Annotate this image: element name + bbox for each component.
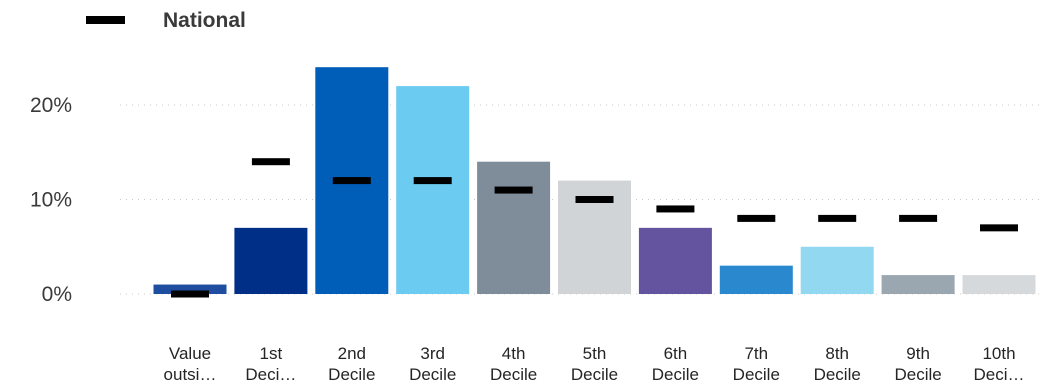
x-tick-label: 4th Decile	[490, 344, 537, 384]
bar[interactable]	[153, 284, 227, 294]
bar[interactable]	[881, 275, 955, 294]
national-marker[interactable]	[818, 214, 857, 222]
x-tick-label: 8th Decile	[814, 344, 861, 384]
legend-label-national: National	[163, 9, 246, 32]
national-marker[interactable]	[251, 158, 290, 166]
x-tick-label: 1st Deci…	[245, 344, 296, 384]
bar[interactable]	[477, 161, 551, 294]
y-axis: 0% 10% 20%	[30, 94, 72, 306]
x-tick-label: Value outsi…	[164, 344, 217, 384]
national-marker[interactable]	[413, 177, 452, 185]
y-tick-label: 20%	[30, 94, 72, 117]
y-tick-label: 0%	[42, 283, 72, 306]
x-tick-label: 10th Deci…	[973, 344, 1024, 384]
bar[interactable]	[800, 246, 874, 294]
bar[interactable]	[396, 86, 470, 294]
national-marker[interactable]	[980, 224, 1018, 232]
bar[interactable]	[234, 227, 308, 294]
national-marker[interactable]	[332, 177, 371, 185]
x-tick-label: 3rd Decile	[409, 344, 456, 384]
national-marker[interactable]	[171, 290, 209, 298]
national-marker[interactable]	[899, 214, 938, 222]
national-marker[interactable]	[656, 205, 695, 213]
bar[interactable]	[638, 227, 712, 294]
national-marker[interactable]	[575, 196, 614, 203]
bar[interactable]	[962, 275, 1036, 294]
x-tick-label: 5th Decile	[571, 344, 618, 384]
x-axis: Value outsi… 1st Deci… 2nd Decile 3rd Decile 4th…	[164, 344, 1025, 384]
national-marker[interactable]	[737, 214, 776, 222]
legend-swatch-national	[86, 16, 125, 24]
bar[interactable]	[719, 265, 793, 294]
x-tick-label: 7th Decile	[733, 344, 780, 384]
x-tick-label: 2nd Decile	[328, 344, 375, 384]
x-tick-label: 9th Decile	[894, 344, 941, 384]
national-marker[interactable]	[494, 186, 533, 194]
chart-legend[interactable]: National	[86, 9, 246, 32]
bar-series	[153, 67, 1036, 294]
national-series	[171, 158, 1018, 298]
y-tick-label: 10%	[30, 189, 72, 212]
x-tick-label: 6th Decile	[652, 344, 699, 384]
